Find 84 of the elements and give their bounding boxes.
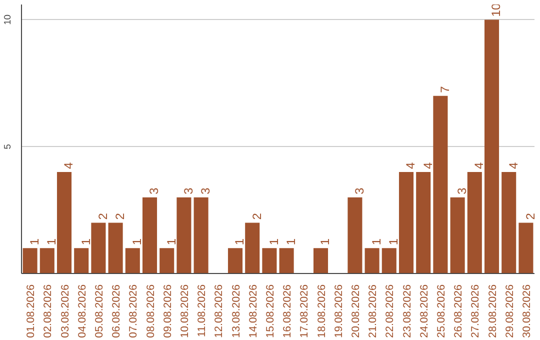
- bar: [194, 197, 208, 274]
- bar: [142, 197, 158, 274]
- bar: [91, 222, 106, 274]
- data-label: 1: [78, 238, 93, 246]
- bar: [313, 248, 328, 274]
- bar: [518, 222, 534, 274]
- bar: [382, 248, 396, 274]
- bar: [467, 172, 482, 274]
- data-label: 1: [164, 238, 178, 246]
- x-tick-label: 05.08.2026: [93, 284, 106, 338]
- x-tick-label: 02.08.2026: [42, 284, 54, 338]
- x-tick-label: 20.08.2026: [350, 284, 362, 338]
- bar: [262, 248, 277, 274]
- bar: [108, 222, 123, 274]
- x-tick-label: 21.08.2026: [367, 284, 380, 338]
- data-label: 3: [147, 187, 162, 194]
- y-tick-label: 5: [2, 144, 12, 150]
- bar: [74, 248, 89, 274]
- bar: [56, 172, 72, 274]
- x-tick-label: 17.08.2026: [298, 284, 311, 338]
- x-tick-label: 12.08.2026: [213, 284, 226, 338]
- x-tick-label: 15.08.2026: [264, 284, 276, 338]
- data-label: 4: [62, 162, 76, 169]
- x-tick-label: 07.08.2026: [128, 284, 140, 338]
- x-tick-label: 11.08.2026: [196, 284, 208, 338]
- x-tick-label: 22.08.2026: [384, 284, 396, 338]
- x-tick-label: 19.08.2026: [332, 284, 345, 338]
- data-label: 2: [250, 212, 264, 220]
- x-tick-label: 10.08.2026: [178, 284, 191, 338]
- data-label: 1: [28, 238, 42, 246]
- x-tick-label: 29.08.2026: [504, 284, 516, 338]
- data-label: 3: [352, 187, 366, 194]
- data-label: 7: [438, 86, 452, 93]
- data-label: 2: [523, 212, 538, 220]
- bar: [245, 222, 260, 274]
- x-tick-label: 18.08.2026: [316, 284, 328, 338]
- bar: [176, 197, 192, 274]
- data-label: 1: [266, 238, 281, 246]
- x-tick-label: 16.08.2026: [282, 284, 294, 338]
- x-tick-label: 30.08.2026: [520, 284, 533, 338]
- bar: [502, 172, 516, 274]
- data-label: 1: [386, 238, 401, 246]
- data-label: 4: [404, 162, 418, 169]
- x-tick-label: 27.08.2026: [470, 284, 482, 338]
- x-tick-label: 26.08.2026: [452, 284, 465, 338]
- bar: [348, 197, 362, 274]
- x-tick-label: 24.08.2026: [418, 284, 430, 338]
- data-label: 1: [370, 238, 384, 246]
- x-tick-label: 06.08.2026: [110, 284, 123, 338]
- data-label: 3: [455, 187, 470, 194]
- bar: [160, 248, 174, 274]
- data-label: 1: [284, 238, 298, 246]
- bar: [22, 248, 38, 274]
- x-tick-label: 25.08.2026: [435, 284, 448, 338]
- x-tick-label: 28.08.2026: [486, 284, 499, 338]
- x-tick-label: 23.08.2026: [401, 284, 414, 338]
- data-label: 1: [232, 238, 247, 246]
- data-label: 3: [198, 187, 213, 194]
- bar: [433, 96, 448, 274]
- data-label: 2: [96, 212, 110, 220]
- x-tick-label: 01.08.2026: [25, 284, 38, 338]
- bar: [279, 248, 294, 274]
- data-label: 2: [113, 212, 128, 220]
- data-label: 1: [318, 238, 332, 246]
- x-tick-label: 04.08.2026: [76, 284, 88, 338]
- bar: [450, 197, 465, 274]
- x-tick-label: 13.08.2026: [230, 284, 242, 338]
- bar: [364, 248, 380, 274]
- bar: [484, 20, 500, 274]
- bar: [125, 248, 140, 274]
- data-label: 4: [420, 162, 435, 169]
- data-label: 1: [130, 238, 144, 246]
- bar: [416, 172, 431, 274]
- data-label: 4: [506, 162, 520, 169]
- bar: [228, 248, 243, 274]
- bar: [398, 172, 414, 274]
- data-label: 4: [472, 162, 486, 169]
- x-tick-label: 08.08.2026: [144, 284, 157, 338]
- x-tick-label: 14.08.2026: [247, 284, 260, 338]
- data-label: 1: [44, 238, 59, 246]
- data-label: 3: [181, 187, 196, 194]
- x-tick-label: 03.08.2026: [59, 284, 72, 338]
- x-tick-label: 09.08.2026: [162, 284, 174, 338]
- bar: [40, 248, 54, 274]
